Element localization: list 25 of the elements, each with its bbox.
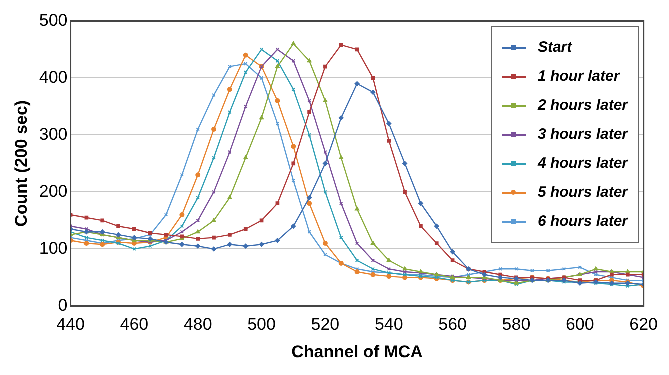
y-tick-label: 200 (39, 182, 68, 201)
legend-label: Start (538, 39, 572, 56)
y-tick-label: 400 (39, 68, 68, 87)
x-tick-label: 560 (438, 315, 467, 334)
legend-label: 6 hours later (538, 213, 628, 230)
x-axis-title: Channel of MCA (292, 342, 423, 362)
x-tick-label: 580 (502, 315, 531, 334)
y-tick-label: 0 (58, 296, 68, 315)
legend-label: 2 hours later (538, 97, 628, 114)
legend-label: 1 hour later (538, 68, 620, 85)
x-tick-label: 540 (374, 315, 404, 334)
y-tick-label: 300 (39, 124, 68, 144)
x-tick-label: 480 (184, 315, 212, 334)
legend-label: 5 hours later (538, 184, 628, 201)
x-tick-label: 600 (566, 315, 594, 334)
y-tick-label: 100 (39, 238, 68, 258)
x-tick-label: 460 (120, 315, 149, 334)
x-tick-label: 500 (248, 315, 276, 334)
legend-label: 3 hours later (538, 126, 628, 143)
y-tick-label: 500 (39, 10, 68, 30)
x-tick-label: 440 (56, 315, 85, 334)
legend-label: 4 hours later (538, 155, 628, 172)
x-tick-label: 520 (311, 315, 340, 334)
x-tick-label: 620 (630, 315, 658, 334)
y-axis-title: Count (200 sec) (12, 100, 31, 227)
